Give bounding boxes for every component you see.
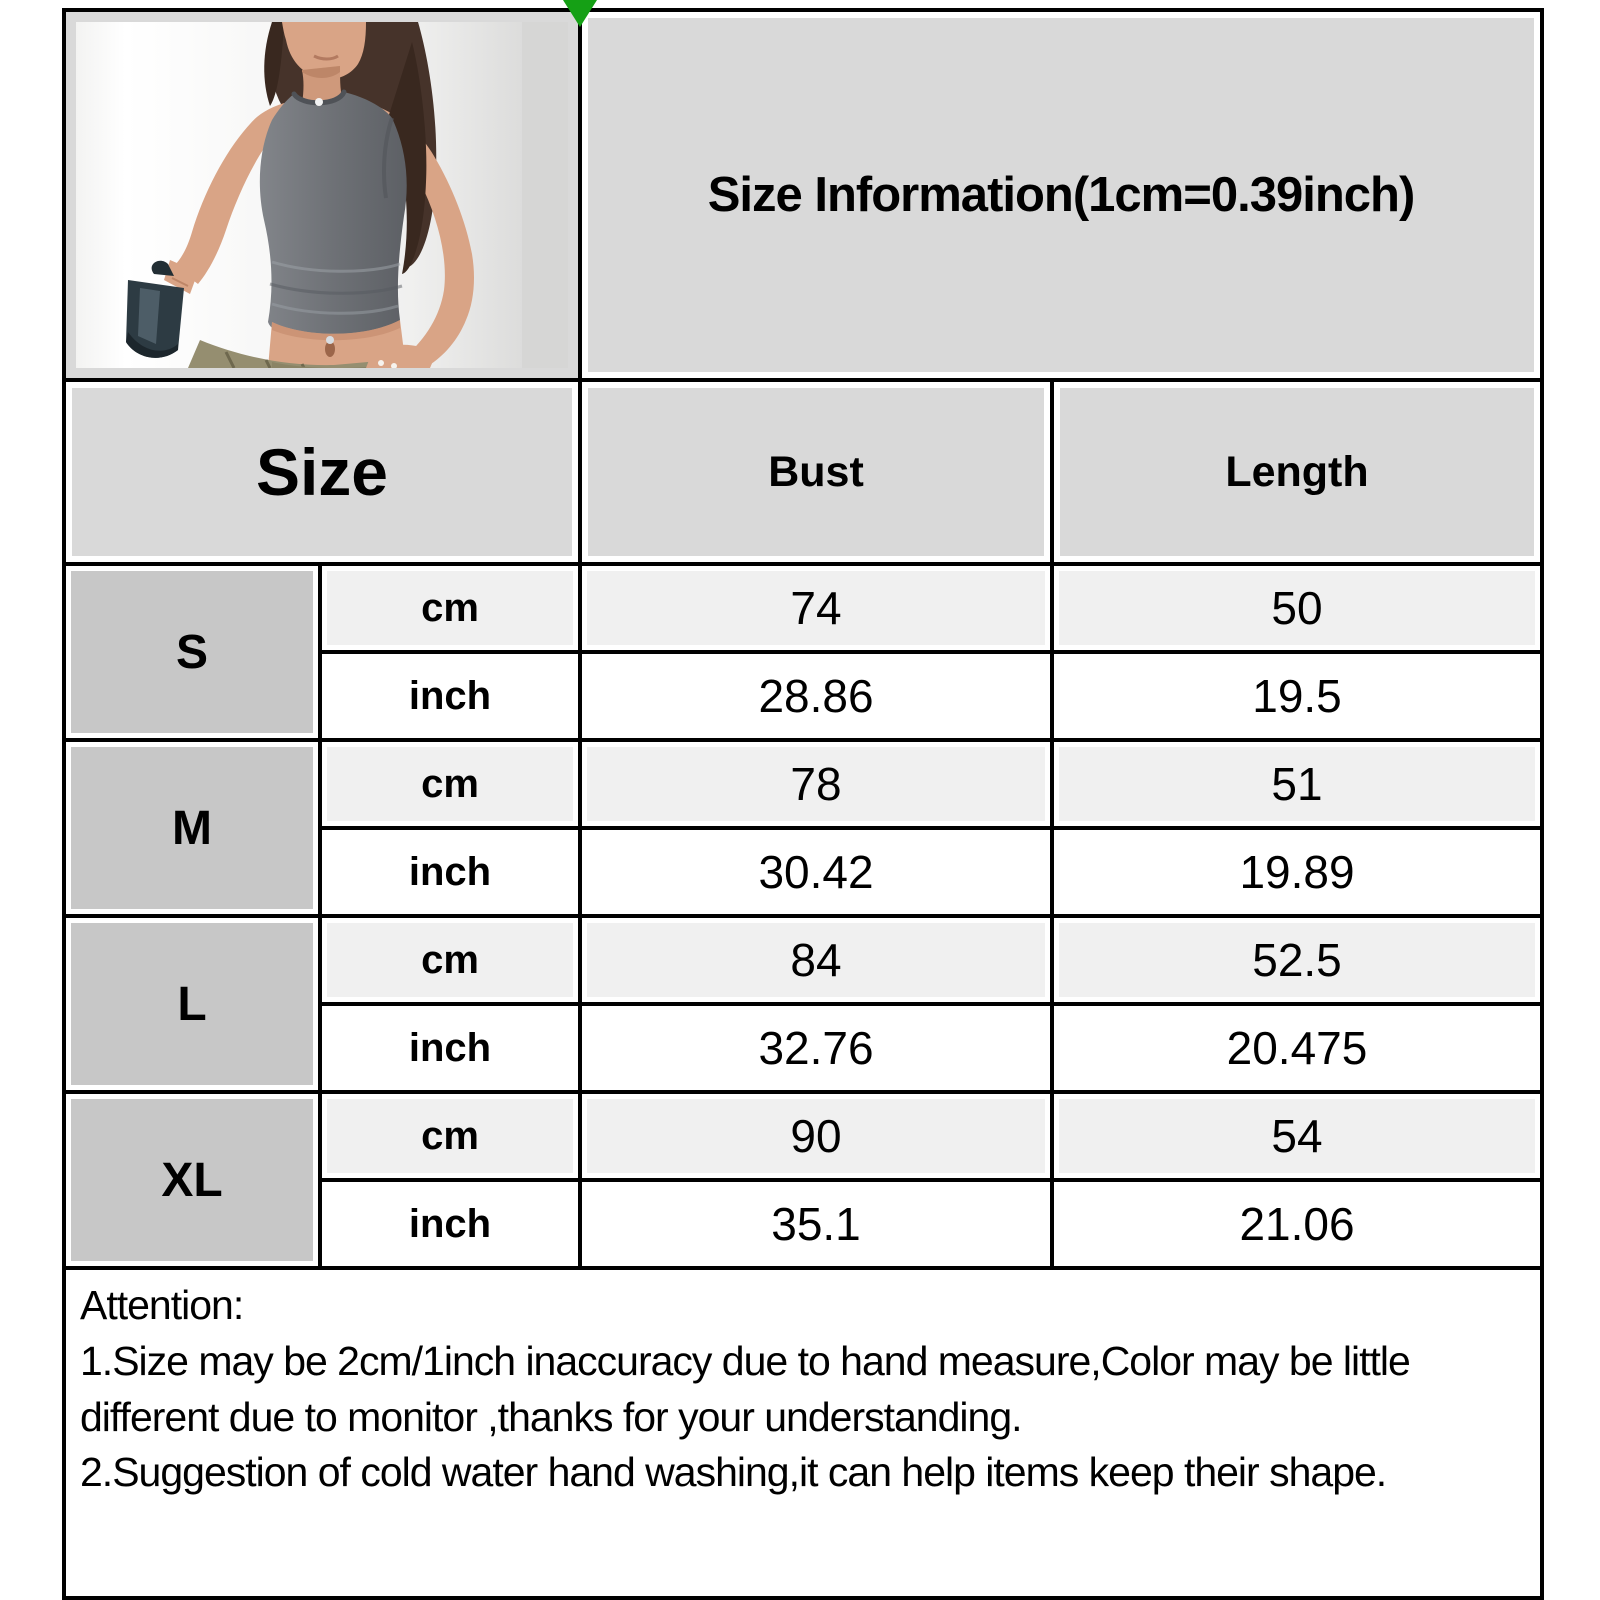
bust-value-s-inch: 28.86 <box>582 654 1054 742</box>
col-header-bust-label: Bust <box>768 447 864 496</box>
attention-note-2: 2.Suggestion of cold water hand washing,… <box>80 1449 1387 1496</box>
size-info-header: Size Information(1cm=0.39inch) <box>582 12 1544 382</box>
size-info-title: Size Information(1cm=0.39inch) <box>707 168 1416 222</box>
length-value-l-inch: 20.475 <box>1054 1006 1544 1094</box>
col-header-length-label: Length <box>1225 447 1369 496</box>
size-chart-sheet: Size Information(1cm=0.39inch) Size Bust… <box>62 8 1544 1600</box>
unit-label-l-inch: inch <box>322 1006 582 1094</box>
col-header-length: Length <box>1054 382 1544 566</box>
size-label-m: M <box>66 742 322 918</box>
product-photo <box>76 22 568 368</box>
unit-label-s-inch: inch <box>322 654 582 742</box>
attention-title: Attention: <box>80 1282 244 1328</box>
bust-value-m-cm: 78 <box>582 742 1054 830</box>
length-value-xl-inch: 21.06 <box>1054 1182 1544 1270</box>
size-label-l: L <box>66 918 322 1094</box>
length-value-m-cm: 51 <box>1054 742 1544 830</box>
unit-label-xl-cm: cm <box>322 1094 582 1182</box>
bust-value-xl-inch: 35.1 <box>582 1182 1054 1270</box>
bust-value-xl-cm: 90 <box>582 1094 1054 1182</box>
length-value-xl-cm: 54 <box>1054 1094 1544 1182</box>
col-header-bust: Bust <box>582 382 1054 566</box>
size-table: Size Information(1cm=0.39inch) Size Bust… <box>62 8 1544 1600</box>
bust-value-s-cm: 74 <box>582 566 1054 654</box>
product-photo-cell <box>66 12 582 382</box>
unit-label-xl-inch: inch <box>322 1182 582 1270</box>
size-label-xl: XL <box>66 1094 322 1270</box>
bust-value-l-inch: 32.76 <box>582 1006 1054 1094</box>
attention-note-1: 1.Size may be 2cm/1inch inaccuracy due t… <box>80 1337 1411 1440</box>
length-value-s-cm: 50 <box>1054 566 1544 654</box>
bust-value-l-cm: 84 <box>582 918 1054 1006</box>
bust-value-m-inch: 30.42 <box>582 830 1054 918</box>
length-value-m-inch: 19.89 <box>1054 830 1544 918</box>
unit-label-l-cm: cm <box>322 918 582 1006</box>
length-value-l-cm: 52.5 <box>1054 918 1544 1006</box>
size-label-s: S <box>66 566 322 742</box>
attention-box: Attention: 1.Size may be 2cm/1inch inacc… <box>66 1270 1544 1600</box>
col-header-size: Size <box>66 382 582 566</box>
col-header-size-label: Size <box>255 435 389 509</box>
corner-marker-icon <box>563 0 597 27</box>
unit-label-s-cm: cm <box>322 566 582 654</box>
unit-label-m-cm: cm <box>322 742 582 830</box>
length-value-s-inch: 19.5 <box>1054 654 1544 742</box>
unit-label-m-inch: inch <box>322 830 582 918</box>
